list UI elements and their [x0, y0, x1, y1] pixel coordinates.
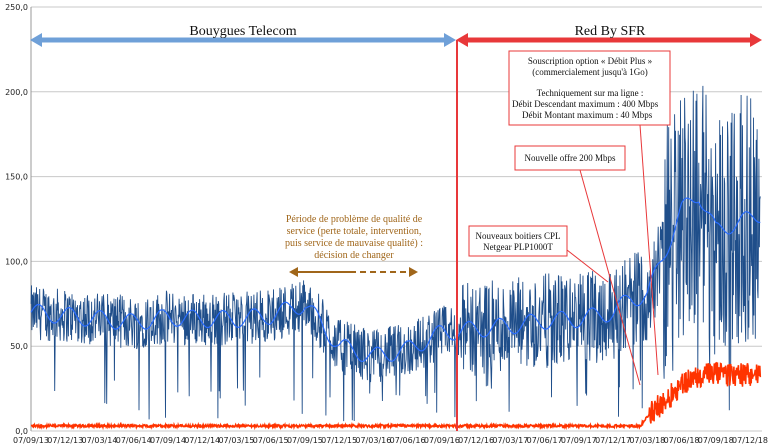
x-tick-label: 07/03/17: [492, 436, 528, 445]
x-tick-label: 07/12/15: [321, 436, 357, 445]
offer-400-line-2: (commercialement jusqu'à 1Go): [532, 67, 648, 77]
y-tick-label: 50,0: [10, 342, 28, 351]
y-tick-label: 200,0: [5, 88, 28, 97]
series-lines: [30, 85, 762, 431]
x-tick-label: 07/09/15: [287, 436, 323, 445]
x-tick-label: 07/09/13: [13, 436, 49, 445]
x-tick-label: 07/12/13: [47, 436, 83, 445]
offer-400-line-4: Techniquement sur ma ligne :: [537, 88, 644, 98]
y-tick-label: 0,0: [15, 427, 28, 436]
x-tick-label: 07/09/18: [698, 436, 734, 445]
offer-200-annotation: Nouvelle offre 200 Mbps: [514, 145, 641, 386]
sfr-band: Red By SFR: [456, 24, 762, 47]
x-tick-label: 07/03/18: [629, 436, 665, 445]
x-tick-label: 07/09/16: [424, 436, 460, 445]
download-average-line: [30, 197, 761, 362]
download-series-line: [30, 85, 761, 422]
x-tick-label: 07/09/17: [561, 436, 597, 445]
x-tick-label: 07/12/16: [458, 436, 494, 445]
period-line-1: Période de problème de qualité de: [286, 214, 423, 225]
offer-400-annotation: Souscription option « Débit Plus » (comm…: [508, 50, 671, 376]
upload-series-line: [30, 361, 762, 431]
x-tick-label: 07/03/14: [82, 436, 118, 445]
period-line-4: décision de changer: [314, 250, 394, 261]
y-tick-label: 100,0: [5, 257, 28, 266]
x-tick-label: 07/06/16: [390, 436, 426, 445]
x-tick-label: 07/06/15: [253, 436, 289, 445]
offer-400-line-6: Débit Montant maximum : 40 Mbps: [522, 110, 653, 120]
x-tick-label: 07/06/17: [527, 436, 563, 445]
offer-400-line-5: Débit Descendant maximum : 400 Mbps: [512, 99, 659, 109]
period-line-2: service (perte totale, intervention,: [287, 226, 422, 237]
x-tick-label: 07/12/14: [184, 436, 220, 445]
period-line-3: puis service de mauvaise qualité) :: [285, 238, 423, 249]
period-annotation: Période de problème de qualité de servic…: [285, 214, 423, 277]
sfr-band-label: Red By SFR: [575, 24, 646, 39]
cpl-annotation: Nouveaux boitiers CPL Netgear PLP1000T: [468, 225, 609, 283]
cpl-line-2: Netgear PLP1000T: [483, 242, 553, 252]
x-tick-label: 07/06/14: [116, 436, 152, 445]
x-tick-labels: 07/09/1307/12/1307/03/1407/06/1407/09/14…: [13, 436, 768, 445]
bouygues-band-label: Bouygues Telecom: [189, 24, 296, 39]
x-tick-label: 07/09/14: [150, 436, 186, 445]
bouygues-band: Bouygues Telecom: [30, 24, 456, 47]
x-tick-label: 07/12/18: [732, 436, 768, 445]
offer-400-line-1: Souscription option « Débit Plus »: [528, 56, 652, 66]
y-tick-label: 250,0: [5, 3, 28, 12]
cpl-line-1: Nouveaux boitiers CPL: [476, 231, 561, 241]
x-tick-label: 07/12/17: [595, 436, 631, 445]
x-tick-label: 07/06/18: [664, 436, 700, 445]
x-tick-label: 07/03/16: [355, 436, 391, 445]
x-tick-label: 07/03/15: [218, 436, 254, 445]
gridlines: [30, 6, 762, 432]
offer-200-line-1: Nouvelle offre 200 Mbps: [524, 153, 616, 163]
y-tick-label: 150,0: [5, 173, 28, 182]
y-tick-labels: 0,0 50,0 100,0 150,0 200,0 250,0: [5, 3, 28, 436]
